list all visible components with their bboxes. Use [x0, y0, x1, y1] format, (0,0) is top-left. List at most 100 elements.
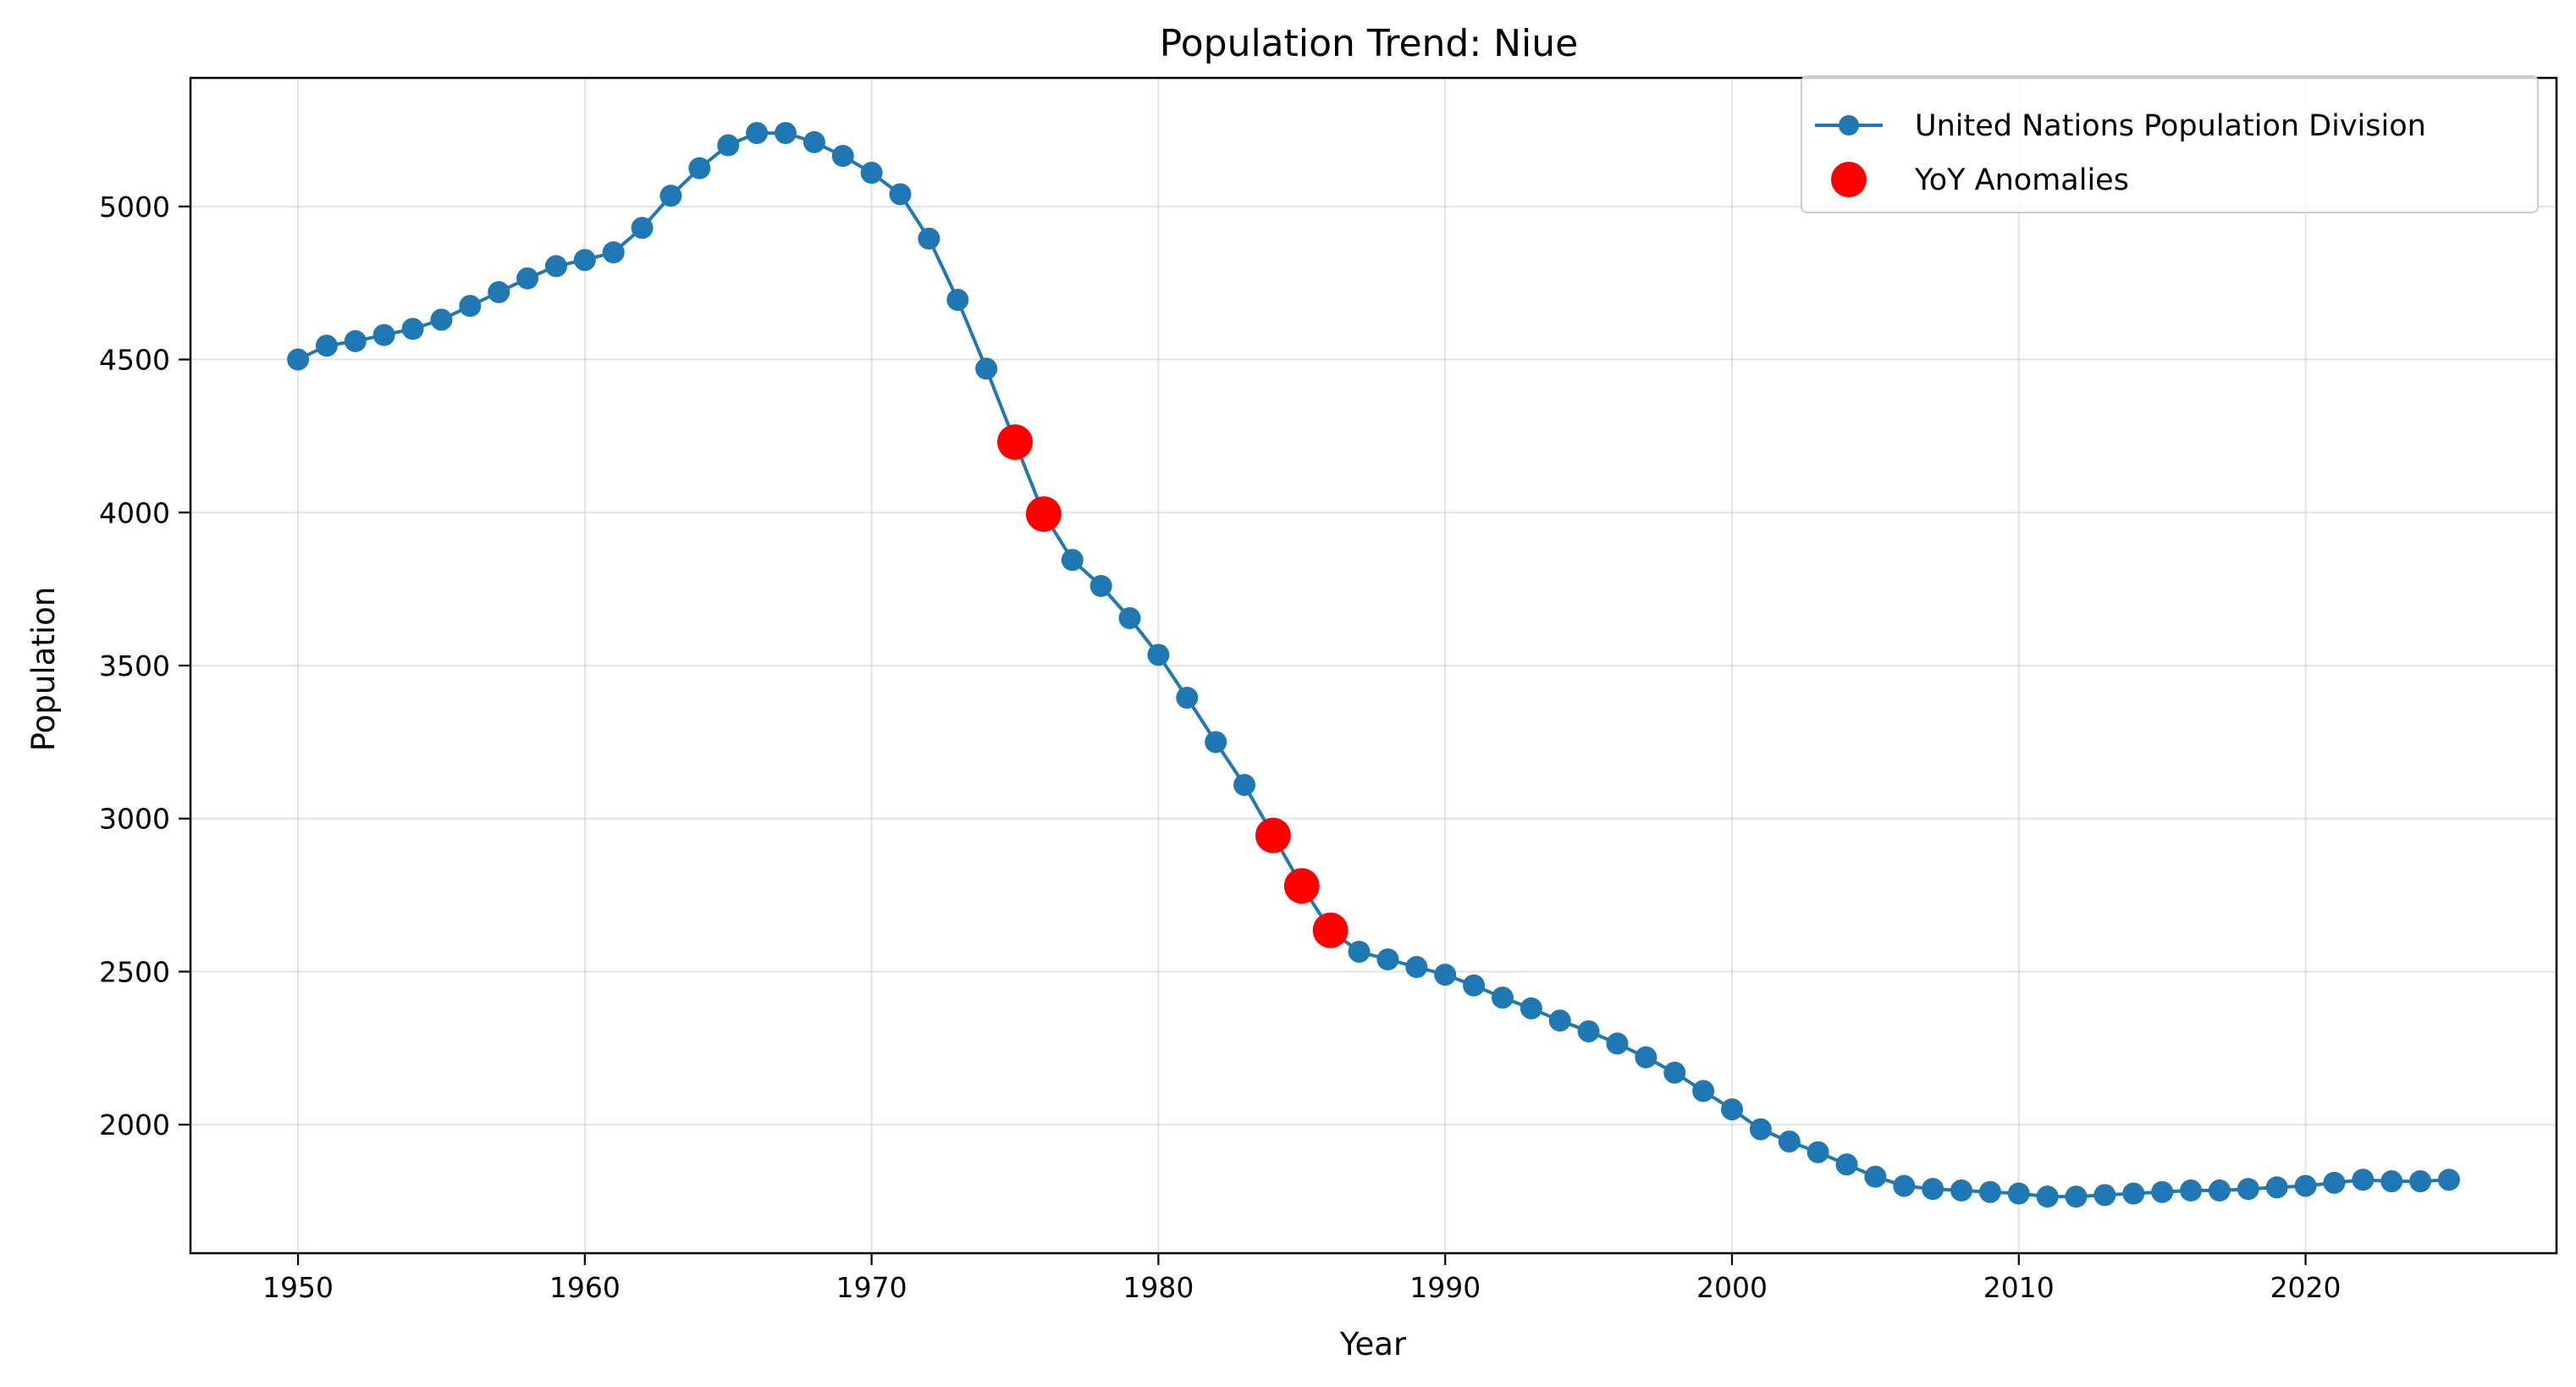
population-data-point [2323, 1171, 2346, 1194]
population-data-point [1233, 773, 1256, 796]
population-data-point [2036, 1185, 2059, 1208]
x-tick-label: 2000 [1696, 1271, 1768, 1304]
population-data-point [1463, 974, 1486, 997]
population-data-point [1950, 1179, 1973, 1202]
population-data-point [688, 157, 711, 180]
population-data-point [2437, 1169, 2460, 1191]
population-data-point [2208, 1179, 2231, 1202]
population-data-point [774, 122, 797, 145]
x-tick-label: 1970 [836, 1271, 907, 1304]
y-tick-label: 4000 [99, 496, 170, 529]
population-data-point [2151, 1180, 2174, 1203]
population-data-point [1520, 997, 1542, 1020]
population-data-point [889, 183, 912, 206]
population-data-point [946, 289, 969, 312]
population-data-point [1663, 1061, 1686, 1084]
population-data-point [1089, 575, 1112, 598]
yoy-anomaly-point [1025, 496, 1062, 533]
population-data-point [372, 323, 395, 346]
population-data-point [1720, 1098, 1743, 1121]
population-data-point [544, 255, 567, 278]
population-data-point [1548, 1009, 1571, 1032]
population-data-point [1893, 1174, 1916, 1197]
population-data-point [602, 241, 625, 264]
population-data-point [1577, 1020, 1600, 1042]
x-tick-label: 1980 [1123, 1271, 1194, 1304]
yoy-anomaly-point [1283, 868, 1320, 904]
population-data-point [2180, 1179, 2203, 1202]
x-tick-label: 1990 [1409, 1271, 1481, 1304]
population-data-point [401, 318, 424, 340]
legend-line-marker-icon [1839, 115, 1859, 135]
population-data-point [860, 162, 883, 185]
y-tick-label: 4500 [99, 344, 170, 377]
population-data-point [1864, 1165, 1887, 1188]
population-data-point [1147, 644, 1170, 666]
x-tick-label: 1960 [549, 1271, 621, 1304]
population-data-point [516, 267, 539, 290]
population-data-point [2093, 1184, 2116, 1207]
series-line-layer [297, 131, 2450, 1199]
x-axis-title: Year [1339, 1326, 1407, 1362]
population-data-point [315, 334, 338, 357]
y-tick-label: 3000 [99, 803, 170, 836]
population-data-point [1606, 1032, 1629, 1055]
population-data-point [1807, 1141, 1829, 1163]
legend-label-line-series: United Nations Population Division [1915, 109, 2426, 143]
population-data-point [1835, 1153, 1858, 1176]
population-data-point [2409, 1170, 2432, 1193]
x-tick-label: 2010 [1983, 1271, 2055, 1304]
population-data-point [488, 281, 510, 304]
population-data-point [1348, 940, 1371, 963]
population-data-point [2294, 1174, 2317, 1197]
population-data-point [2237, 1178, 2259, 1201]
population-data-point [1176, 686, 1199, 709]
legend-box [1801, 75, 2539, 213]
population-data-point [1778, 1130, 1801, 1153]
population-data-point [975, 357, 998, 380]
population-series-line [297, 131, 2450, 1199]
y-axis-title: Population [25, 587, 62, 751]
population-data-point [1405, 956, 1428, 979]
yoy-anomaly-point [997, 424, 1034, 461]
grid [190, 78, 2557, 1253]
population-data-point [2007, 1182, 2030, 1205]
population-data-point [659, 185, 682, 207]
population-data-point [1922, 1178, 1944, 1201]
series-marker-layer [287, 122, 2460, 1208]
population-data-point [831, 145, 854, 168]
x-tick-label: 1950 [262, 1271, 334, 1304]
chart-title: Population Trend: Niue [1160, 22, 1578, 65]
population-data-point [1692, 1080, 1715, 1102]
population-data-point [2065, 1185, 2088, 1208]
anomaly-marker-layer [997, 424, 1349, 948]
population-data-point [1061, 549, 1084, 572]
population-data-point [717, 134, 740, 157]
population-data-point [430, 308, 453, 331]
legend: United Nations Population Division YoY A… [1801, 75, 2539, 213]
population-data-point [459, 295, 482, 318]
axis-ticks: 1950 1960 1970 1980 1990 2000 2010 2020 2000 2500… [99, 191, 2342, 1304]
population-data-point [631, 217, 654, 240]
population-data-point [1434, 964, 1457, 986]
y-tick-label: 5000 [99, 191, 170, 224]
population-data-point [746, 122, 769, 145]
y-tick-label: 2500 [99, 955, 170, 988]
population-data-point [2352, 1169, 2375, 1191]
y-tick-label: 2000 [99, 1108, 170, 1141]
population-data-point [287, 348, 310, 371]
population-data-point [1376, 948, 1399, 970]
population-data-point [2122, 1182, 2145, 1205]
legend-anomaly-marker-icon [1831, 162, 1867, 197]
population-data-point [1491, 986, 1514, 1009]
population-data-point [803, 130, 825, 153]
population-data-point [918, 227, 940, 250]
population-data-point [1205, 731, 1227, 754]
x-tick-label: 2020 [2270, 1271, 2342, 1304]
population-data-point [2380, 1170, 2403, 1193]
population-data-point [1635, 1046, 1658, 1069]
yoy-anomaly-point [1255, 817, 1291, 854]
legend-label-anomalies: YoY Anomalies [1914, 163, 2129, 197]
